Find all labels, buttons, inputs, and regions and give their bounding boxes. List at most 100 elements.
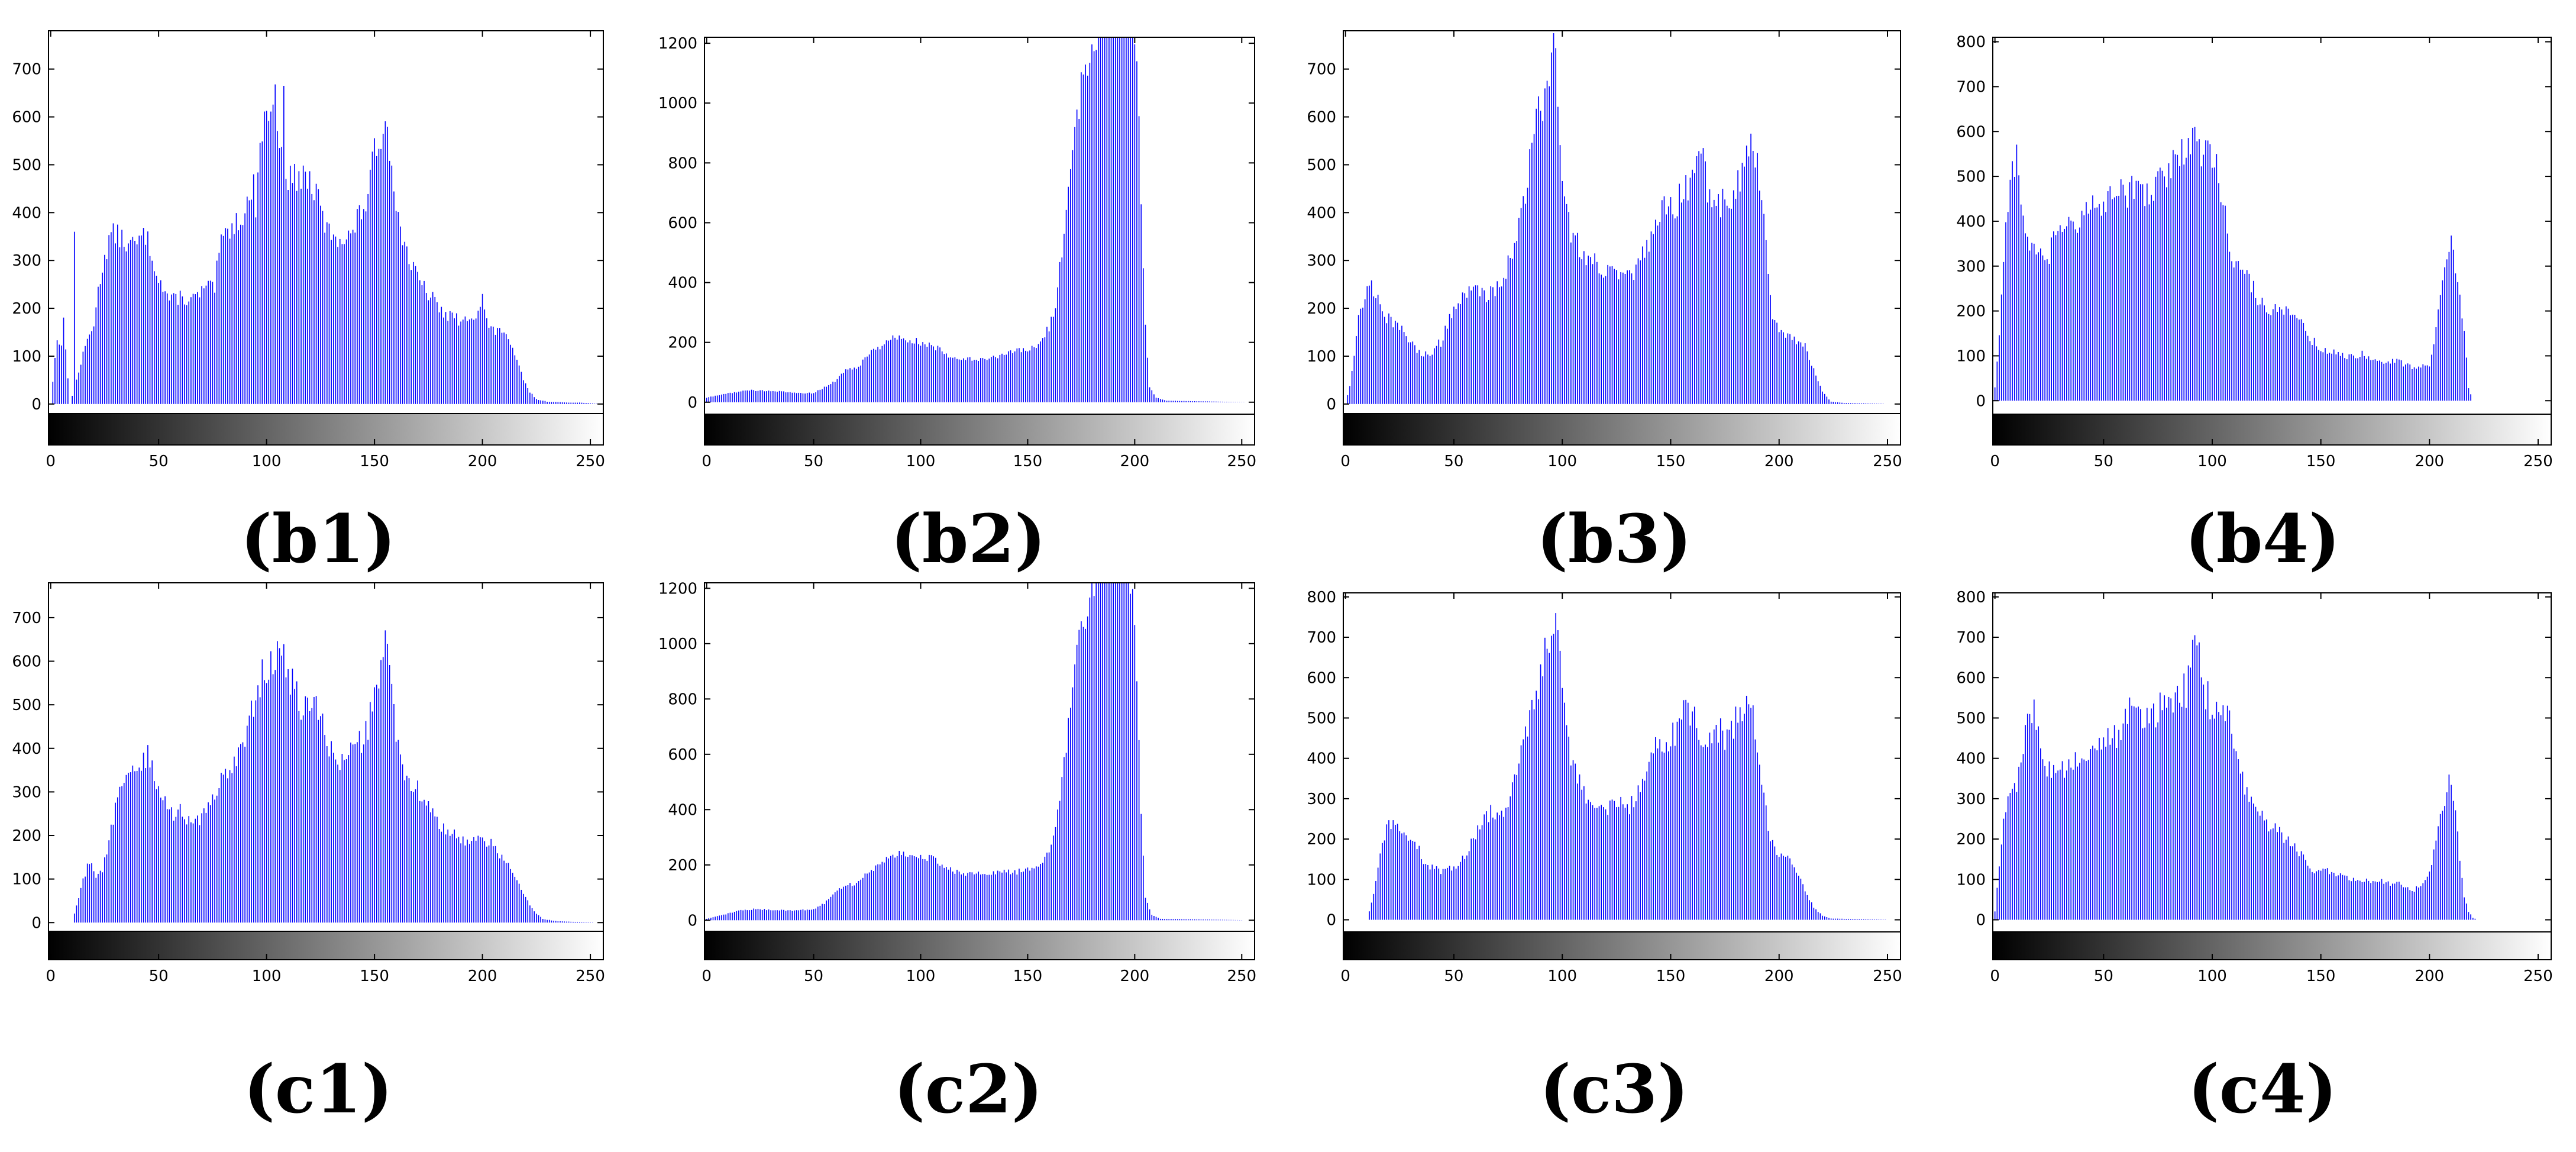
histogram-bar: [387, 127, 388, 404]
histogram-bar: [993, 871, 994, 921]
histogram-bar: [1744, 166, 1745, 404]
histogram-bar: [1527, 188, 1528, 404]
histogram-bar: [277, 131, 278, 404]
histogram-bar: [2372, 881, 2374, 920]
histogram-bar: [2344, 358, 2345, 401]
histogram-bar: [1397, 824, 1398, 920]
histogram-bar: [1676, 216, 1678, 404]
histogram-bar: [1117, 37, 1119, 402]
histogram-bar: [2190, 667, 2192, 920]
histogram-bar: [862, 877, 864, 921]
histogram-bar: [2125, 708, 2126, 920]
histogram-bar: [2370, 360, 2371, 401]
histogram-bar: [2048, 761, 2050, 920]
histogram-bar: [149, 256, 151, 404]
histogram-bar: [322, 211, 324, 404]
histogram-bar: [823, 386, 825, 402]
histogram-bar: [2126, 207, 2128, 401]
histogram-bar: [1132, 37, 1133, 402]
histogram-bar: [993, 356, 994, 402]
y-tick-label: 100: [12, 348, 41, 366]
histogram-bar: [1110, 37, 1112, 402]
x-tick-label: 250: [2523, 453, 2553, 470]
histogram-bar: [451, 834, 453, 923]
histogram-bar: [225, 769, 227, 923]
histogram-bar: [761, 390, 763, 402]
histogram-bar: [320, 205, 321, 404]
histogram-bar: [1486, 811, 1487, 920]
histogram-bar: [725, 914, 726, 921]
histogram-bar: [2131, 705, 2132, 920]
histogram-bar: [1778, 857, 1780, 920]
histogram-bar: [1040, 864, 1041, 921]
histogram-bar: [166, 293, 168, 404]
y-tick-label: 800: [668, 154, 697, 172]
histogram-bar: [1633, 280, 1634, 404]
histogram-bar: [1172, 401, 1174, 402]
histogram-bar: [2074, 229, 2076, 401]
histogram-bar: [1728, 730, 1730, 920]
histogram-bar: [1646, 771, 1647, 920]
histogram-bar: [1776, 854, 1777, 920]
histogram-bar: [345, 239, 347, 404]
histogram-bar: [2303, 322, 2304, 401]
histogram-bar: [2457, 282, 2458, 401]
histogram-bar: [930, 345, 932, 402]
histogram-bar: [948, 357, 949, 402]
histogram-bar: [1008, 869, 1009, 921]
histogram-bar: [1153, 394, 1155, 402]
histogram-bar: [160, 280, 161, 404]
histogram-bar: [1996, 362, 1998, 401]
histogram-bar: [508, 863, 509, 923]
histogram-bar: [1557, 107, 1559, 404]
histogram-bar: [2470, 914, 2471, 920]
histogram-bar: [1044, 856, 1046, 921]
histogram-bar: [2238, 759, 2239, 920]
histogram-bar: [2326, 868, 2328, 920]
histogram-bar: [1470, 290, 1472, 404]
histogram-bar: [1763, 214, 1764, 404]
histogram-bar: [1108, 37, 1110, 402]
histogram-bar: [430, 812, 431, 923]
histogram-bar: [1470, 838, 1472, 920]
histogram-bar: [1036, 866, 1037, 921]
histogram-bar: [358, 205, 360, 404]
histogram-bar: [331, 741, 332, 923]
histogram-bar: [1087, 75, 1088, 402]
histogram-bar: [770, 910, 771, 921]
histogram-bar: [544, 919, 546, 923]
histogram-bar: [969, 872, 971, 921]
histogram-bar: [1770, 295, 1771, 404]
histogram-bar: [2338, 875, 2339, 920]
histogram-bar: [1731, 208, 1732, 404]
histogram-bar: [1798, 341, 1799, 404]
histogram-bar: [421, 285, 423, 404]
histogram-bar: [1726, 205, 1728, 404]
histogram-bar: [1360, 308, 1362, 404]
histogram-bar: [2426, 365, 2428, 401]
histogram-bar: [208, 802, 209, 923]
histogram-bar: [1037, 344, 1039, 402]
histogram-bar: [839, 888, 840, 921]
histogram-bar: [285, 179, 287, 404]
histogram-bar: [467, 839, 468, 923]
histogram-bar: [2246, 787, 2248, 920]
histogram-bar: [1570, 242, 1572, 404]
x-tick-label: 0: [702, 453, 712, 470]
histogram-bar: [1759, 764, 1760, 920]
histogram-bar: [579, 402, 580, 404]
histogram-bar: [1780, 330, 1782, 404]
histogram-bar: [1592, 264, 1594, 404]
histogram-bar: [723, 393, 725, 402]
histogram-bar: [958, 359, 960, 402]
histogram-bar: [1490, 286, 1492, 404]
histogram-bar: [789, 392, 791, 402]
x-tick-label: 0: [46, 967, 56, 985]
histogram-bar: [768, 391, 770, 402]
histogram-bar: [1741, 163, 1743, 404]
histogram-bar: [1412, 341, 1414, 404]
histogram-bar: [1051, 844, 1052, 921]
histogram-bar: [806, 393, 808, 402]
histogram-bar: [2320, 351, 2322, 401]
histogram-bar: [1053, 317, 1054, 402]
